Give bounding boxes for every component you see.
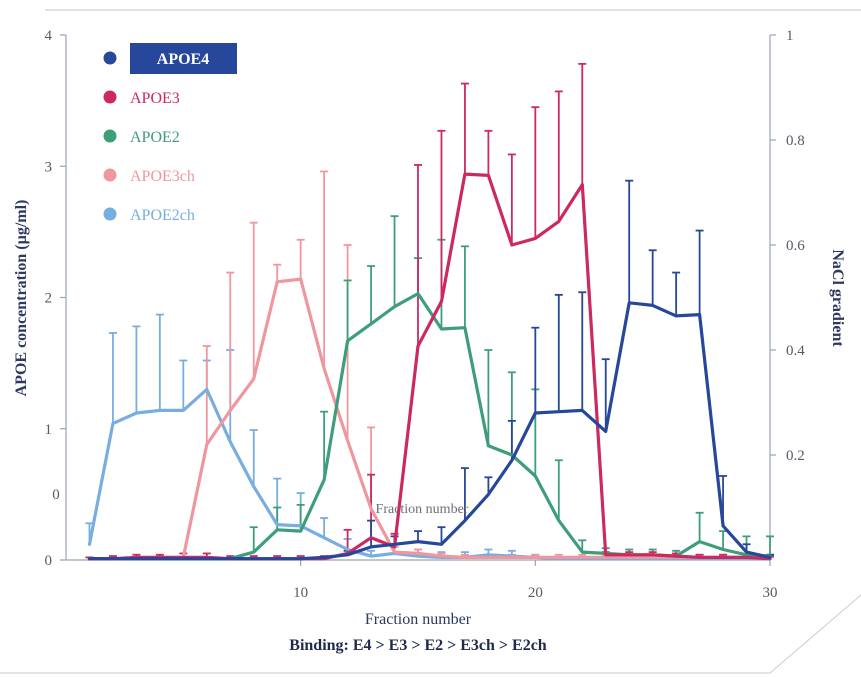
apoe2ch-legend-label: APOE2ch	[130, 207, 195, 224]
x-tick-label: 20	[528, 585, 543, 601]
y2-tick-label: 0.8	[786, 133, 805, 149]
x-axis-title: Fraction number	[365, 611, 472, 628]
apoe3-line	[87, 172, 772, 561]
y2-tick-label: 0.2	[786, 448, 805, 464]
y-axis-title: APOE concentration (µg/ml)	[13, 200, 30, 397]
stray-tick-label: 0	[52, 487, 60, 503]
y2-tick-label: 1	[786, 28, 794, 44]
apoe3-legend-marker	[103, 90, 117, 104]
x-tick-label: 30	[763, 585, 778, 601]
axis-ticks: 0 1 2 3 4 0.2 0.4 0.6 0.8 1 10 20 30	[45, 28, 806, 601]
apoe2-legend-label: APOE2	[130, 129, 180, 146]
x-tick-label: 10	[293, 585, 308, 601]
y-tick-label: 1	[45, 422, 53, 438]
frame-corner-line	[769, 594, 861, 674]
apoe4-line	[87, 301, 772, 561]
apoe3-legend-label: APOE3	[130, 90, 180, 107]
apoe4-legend-highlight	[130, 43, 237, 74]
fraction-annotation: Fraction number	[376, 502, 469, 517]
y-tick-label: 2	[45, 291, 53, 307]
apoe3ch-legend-label: APOE3ch	[130, 168, 195, 185]
binding-subtitle: Binding: E4 > E3 > E2 > E3ch > E2ch	[289, 637, 547, 654]
apoe3ch-line	[87, 277, 772, 561]
apoe2ch-legend-marker	[103, 207, 117, 221]
y-tick-label: 0	[45, 553, 53, 569]
apoe4-legend-marker	[103, 51, 117, 65]
legend: APOE4 APOE3 APOE2 APOE3ch APOE2ch	[103, 43, 237, 224]
y2-axis-title: NaCl gradient	[829, 249, 846, 347]
apoe2ch-line	[87, 387, 772, 561]
apoe2-legend-marker	[103, 129, 117, 143]
apoe3ch-legend-marker	[103, 168, 117, 182]
y2-tick-label: 0.4	[786, 343, 805, 359]
series-lines	[87, 172, 772, 561]
y-tick-label: 3	[45, 159, 53, 175]
y2-tick-label: 0.6	[786, 238, 805, 254]
y-tick-label: 4	[45, 28, 53, 44]
apoe4-legend-label: APOE4	[157, 51, 209, 68]
